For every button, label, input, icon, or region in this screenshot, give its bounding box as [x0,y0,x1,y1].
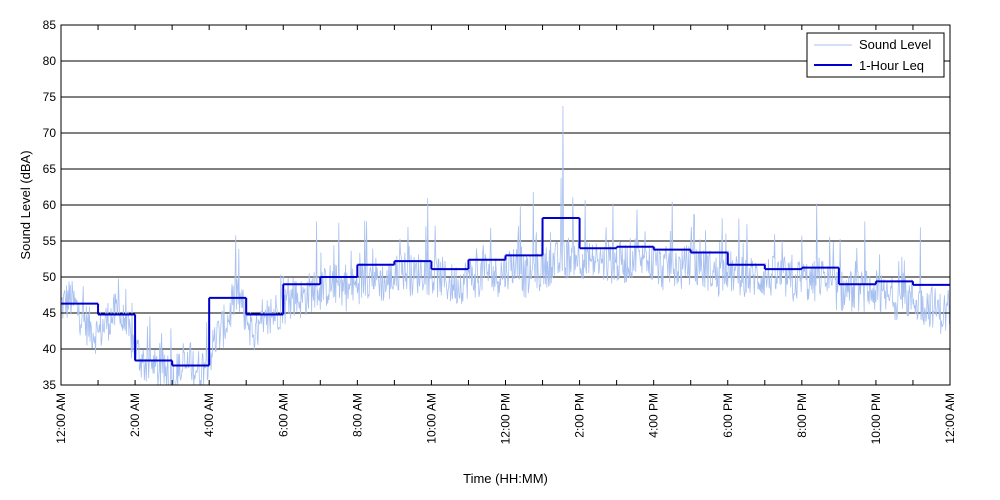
x-tick-label-6: 12:00 PM [499,393,513,444]
y-tick-label-65: 65 [43,162,57,176]
y-tick-label-75: 75 [43,90,57,104]
y-axis-label: Sound Level (dBA) [18,150,33,259]
y-tick-label-85: 85 [43,18,57,32]
x-tick-label-12: 12:00 AM [943,393,957,444]
axis-ticks: 35 40 45 50 55 60 65 70 75 80 85 12:00 AM 2:00 AM 4:0… [43,18,957,444]
x-tick-label-8: 4:00 PM [647,393,661,438]
plot-data [61,106,950,385]
x-tick-label-5: 10:00 AM [424,393,438,444]
x-tick-label-4: 8:00 AM [350,393,364,437]
legend: Sound Level 1-Hour Leq [806,32,945,78]
y-tick-label-55: 55 [43,234,57,248]
y-tick-label-40: 40 [43,342,57,356]
x-tick-label-10: 8:00 PM [795,393,809,438]
y-tick-label-35: 35 [43,378,57,392]
legend-entry-sound-level: Sound Level [859,37,931,52]
y-tick-label-70: 70 [43,126,57,140]
legend-box [806,32,945,78]
x-tick-label-9: 6:00 PM [721,393,735,438]
x-tick-label-3: 6:00 AM [276,393,290,437]
legend-entry-1-hour-leq: 1-Hour Leq [859,58,924,73]
y-tick-label-80: 80 [43,54,57,68]
x-tick-label-0: 12:00 AM [54,393,68,444]
y-tick-label-60: 60 [43,198,57,212]
y-tick-label-45: 45 [43,306,57,320]
x-tick-label-11: 10:00 PM [869,393,883,444]
x-tick-label-1: 2:00 AM [128,393,142,437]
x-tick-label-2: 4:00 AM [202,393,216,437]
x-tick-label-7: 2:00 PM [573,393,587,438]
x-axis-label: Time (HH:MM) [463,471,548,486]
y-tick-label-50: 50 [43,270,57,284]
